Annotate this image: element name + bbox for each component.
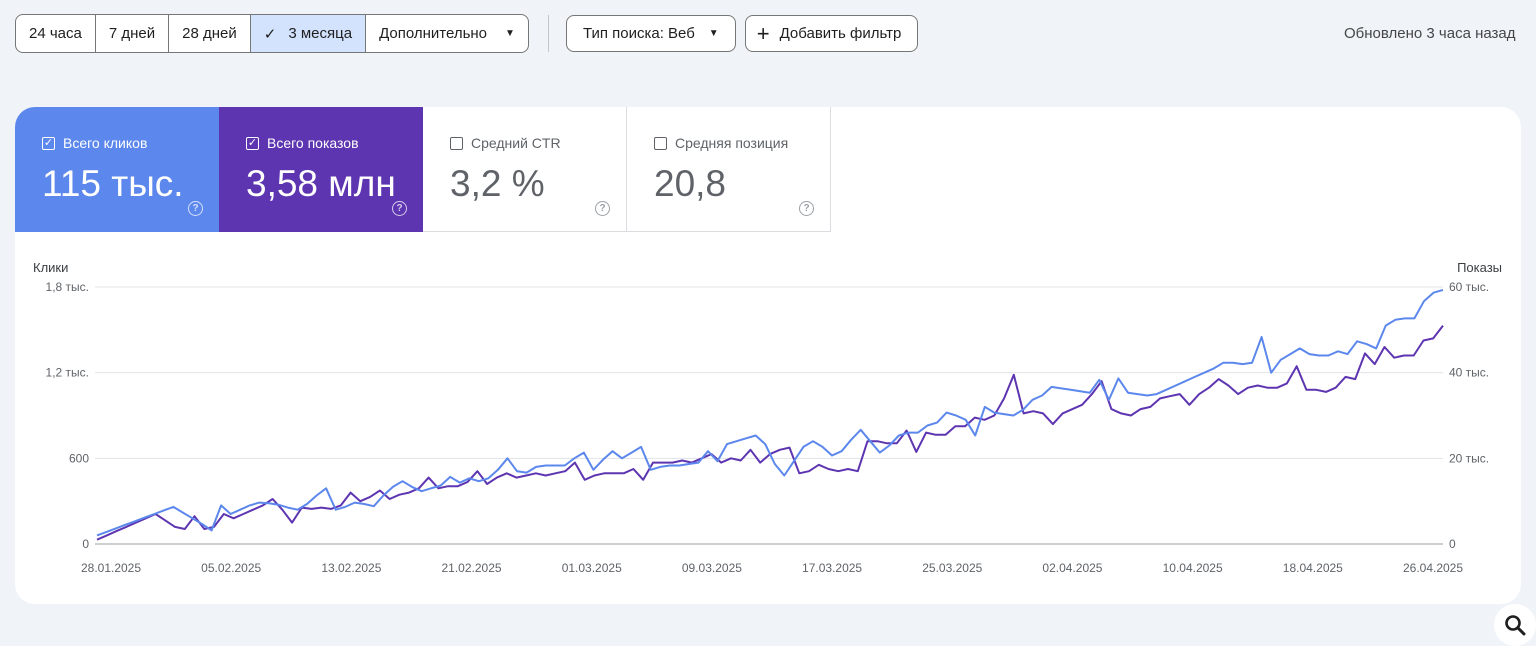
period-28d[interactable]: 28 дней (168, 15, 250, 52)
right-axis-title: Показы (1457, 260, 1502, 275)
x-tick-label: 10.04.2025 (1163, 561, 1223, 575)
metric-value: 115 тыс. (42, 163, 184, 204)
x-tick-label: 17.03.2025 (802, 561, 862, 575)
left-tick-label: 0 (82, 537, 89, 551)
metric-clicks[interactable]: ✓ Всего кликов 115 тыс. ? (15, 107, 219, 232)
period-label: 7 дней (108, 25, 156, 42)
right-tick-label: 60 тыс. (1449, 280, 1489, 294)
performance-chart[interactable]: 0 0 600 20 тыс. 1,2 тыс. 40 тыс. 1,8 тыс. 60 ты… (15, 107, 1521, 604)
left-tick-label: 600 (69, 451, 89, 465)
left-tick-label: 1,2 тыс. (46, 366, 89, 380)
performance-card: ✓ Всего кликов 115 тыс. ? ✓ Всего показов … (15, 107, 1521, 604)
metric-label: Средний CTR (450, 135, 561, 151)
metric-impressions[interactable]: ✓ Всего показов 3,58 млн ? (219, 107, 423, 232)
left-tick-label: 1,8 тыс. (46, 280, 89, 294)
add-filter-label: Добавить фильтр (779, 25, 902, 42)
updated-status: Обновлено 3 часа назад (1344, 25, 1516, 42)
x-tick-label: 02.04.2025 (1042, 561, 1102, 575)
plus-icon: + (756, 20, 770, 46)
period-label: 3 месяца (288, 25, 353, 42)
x-tick-label: 21.02.2025 (442, 561, 502, 575)
metric-ctr[interactable]: Средний CTR 3,2 % ? (423, 107, 627, 232)
x-tick-label: 13.02.2025 (321, 561, 381, 575)
metric-value: 3,58 млн (246, 163, 396, 204)
check-icon: ✓ (263, 25, 277, 43)
period-selector: 24 часа 7 дней 28 дней ✓ 3 месяца Дополни… (15, 14, 529, 53)
x-tick-label: 09.03.2025 (682, 561, 742, 575)
right-tick-label: 0 (1449, 537, 1456, 551)
help-icon[interactable]: ? (392, 201, 407, 216)
x-tick-label: 26.04.2025 (1403, 561, 1463, 575)
period-7d[interactable]: 7 дней (94, 15, 168, 52)
x-tick-label: 01.03.2025 (562, 561, 622, 575)
checkbox-unchecked-icon[interactable] (450, 136, 463, 150)
filter-bar: 24 часа 7 дней 28 дней ✓ 3 месяца Дополни… (15, 14, 927, 53)
impressions-series-line (96, 324, 1444, 541)
metric-position[interactable]: Средняя позиция 20,8 ? (627, 107, 831, 232)
checkbox-checked-icon[interactable]: ✓ (42, 136, 55, 150)
search-type-label: Тип поиска: Веб (582, 25, 695, 42)
help-icon[interactable]: ? (188, 201, 203, 216)
zoom-button[interactable] (1494, 604, 1536, 646)
metric-value: 20,8 (654, 163, 727, 204)
chevron-down-icon: ▼ (708, 28, 719, 39)
x-tick-label: 25.03.2025 (922, 561, 982, 575)
metric-label: Средняя позиция (654, 135, 788, 151)
add-filter-button[interactable]: + Добавить фильтр (744, 15, 919, 52)
period-3m[interactable]: ✓ 3 месяца (249, 15, 366, 52)
divider (547, 15, 549, 52)
metric-label-text: Средняя позиция (675, 135, 789, 151)
right-tick-label: 20 тыс. (1449, 451, 1489, 465)
clicks-series-line (96, 288, 1444, 537)
metric-label-text: Всего кликов (63, 135, 148, 151)
metric-label: ✓ Всего показов (246, 135, 359, 151)
checkbox-unchecked-icon[interactable] (654, 136, 667, 150)
metric-label-text: Всего показов (267, 135, 359, 151)
metric-label: ✓ Всего кликов (42, 135, 147, 151)
checkbox-checked-icon[interactable]: ✓ (246, 136, 259, 150)
chevron-down-icon: ▼ (505, 28, 515, 39)
more-label: Дополнительно (379, 25, 488, 42)
search-type-dropdown[interactable]: Тип поиска: Веб ▼ (565, 15, 736, 52)
right-tick-label: 40 тыс. (1449, 366, 1489, 380)
metric-value: 3,2 % (450, 163, 545, 204)
x-tick-label: 18.04.2025 (1283, 561, 1343, 575)
x-tick-label: 05.02.2025 (201, 561, 261, 575)
x-tick-label: 28.01.2025 (81, 561, 141, 575)
metric-label-text: Средний CTR (471, 135, 561, 151)
search-icon (1505, 615, 1526, 636)
period-label: 24 часа (29, 25, 82, 42)
period-label: 28 дней (182, 25, 237, 42)
period-24h[interactable]: 24 часа (16, 15, 95, 52)
help-icon[interactable]: ? (595, 201, 610, 216)
help-icon[interactable]: ? (799, 201, 814, 216)
period-more-dropdown[interactable]: Дополнительно ▼ (365, 15, 528, 52)
left-axis-title: Клики (33, 260, 68, 275)
